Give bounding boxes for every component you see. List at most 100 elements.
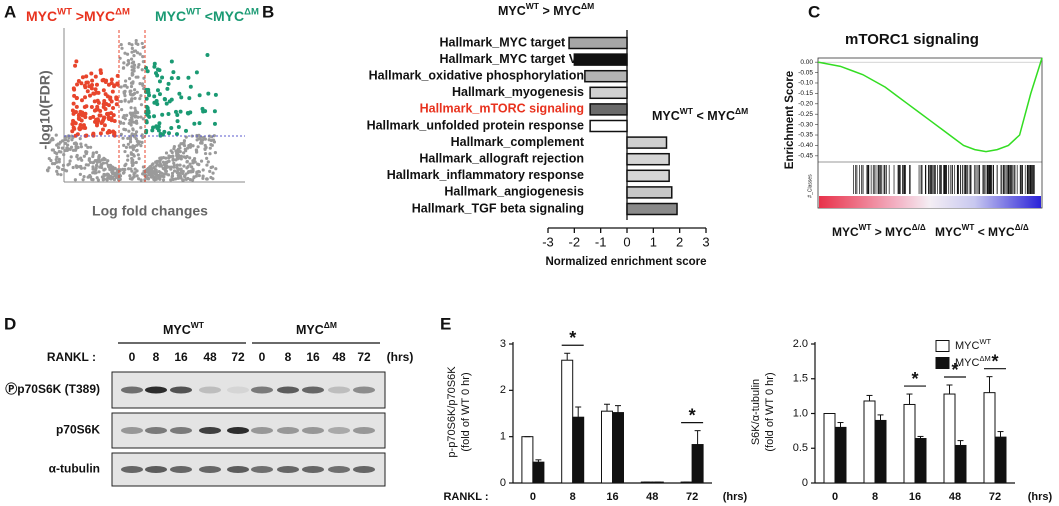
point: [195, 138, 199, 142]
point: [109, 116, 114, 121]
error-bar: [694, 430, 701, 445]
point: [166, 159, 171, 163]
point: [63, 149, 67, 153]
lane-label: 72: [357, 350, 371, 364]
point: [135, 143, 139, 147]
error-bar: [564, 352, 571, 361]
x-tick-label: 72: [686, 491, 698, 503]
point: [125, 63, 129, 67]
point: [86, 145, 90, 149]
point: [50, 162, 55, 166]
axis-label: S6K/α-tubulin: [750, 379, 762, 445]
point: [123, 94, 127, 98]
text-part: WT: [962, 223, 975, 232]
y-tick-label: -0.35: [798, 132, 813, 139]
point: [81, 125, 86, 130]
point: [126, 167, 131, 171]
y-tick-label: 0.00: [800, 59, 813, 66]
x-tick-label: 48: [646, 491, 658, 503]
x-tick-label: -2: [569, 234, 581, 249]
rug-label: #_Classes: [807, 174, 813, 198]
point: [122, 127, 126, 131]
band: [170, 386, 192, 394]
text-part: MYC: [155, 8, 186, 24]
point: [137, 63, 141, 67]
point: [139, 144, 143, 148]
error-bar: [877, 414, 884, 421]
point: [182, 151, 186, 155]
point: [128, 111, 132, 115]
point: [98, 160, 102, 164]
lane-label: 0: [129, 350, 136, 364]
y-tick-label: -0.30: [798, 121, 813, 128]
point: [175, 170, 179, 174]
point: [178, 109, 183, 114]
point: [178, 163, 182, 167]
point: [90, 83, 95, 88]
lane-label: 8: [285, 350, 292, 364]
point: [122, 90, 126, 94]
point: [123, 149, 127, 154]
point: [133, 111, 137, 115]
bar: [589, 103, 628, 116]
point: [122, 143, 126, 148]
point: [105, 178, 109, 182]
band: [251, 386, 273, 394]
point: [176, 176, 180, 180]
point: [123, 167, 127, 172]
point: [91, 178, 95, 182]
bar: [589, 119, 628, 133]
point: [97, 170, 101, 174]
legend-swatch: [935, 357, 950, 369]
point: [152, 61, 157, 66]
category-label: Hallmark_oxidative phosphorylation: [369, 68, 584, 82]
point: [106, 82, 111, 87]
point: [118, 120, 123, 124]
point: [170, 171, 175, 175]
point: [98, 165, 102, 169]
point: [173, 177, 178, 181]
point: [189, 170, 193, 174]
point: [155, 88, 160, 93]
point: [119, 43, 123, 47]
bar: [561, 359, 574, 484]
point: [152, 166, 156, 170]
point: [48, 140, 52, 144]
band: [199, 386, 221, 394]
point: [182, 164, 186, 168]
point: [169, 149, 173, 153]
point: [84, 74, 89, 79]
point: [167, 165, 171, 169]
point: [104, 101, 109, 106]
y-tick-label: 0: [802, 477, 808, 489]
point: [130, 132, 134, 136]
point: [194, 149, 199, 153]
point: [102, 115, 107, 120]
point: [94, 82, 99, 87]
point: [164, 101, 169, 106]
y-tick-label: -0.45: [798, 153, 813, 160]
point: [56, 172, 60, 176]
point: [177, 156, 181, 160]
point: [182, 144, 187, 148]
point: [131, 80, 135, 84]
point: [134, 137, 138, 141]
point: [185, 160, 189, 164]
point: [70, 129, 75, 134]
point: [187, 96, 192, 101]
point: [130, 65, 134, 69]
x-tick-label: 0: [832, 491, 838, 503]
blot-label: RANKL :: [47, 350, 96, 364]
group-label: MYCWT: [163, 320, 205, 337]
axis-label: Enrichment Score: [784, 71, 796, 169]
y-tick-label: -0.40: [798, 142, 813, 149]
curve: [817, 57, 1043, 153]
point: [212, 121, 217, 126]
text-part: Δ/Δ: [912, 223, 926, 232]
point: [165, 86, 170, 91]
point: [133, 88, 137, 92]
category-label: Hallmark_complement: [451, 135, 585, 149]
y-tick-label: -0.15: [798, 90, 813, 97]
point: [197, 121, 202, 126]
text-part: MYC: [163, 323, 191, 337]
